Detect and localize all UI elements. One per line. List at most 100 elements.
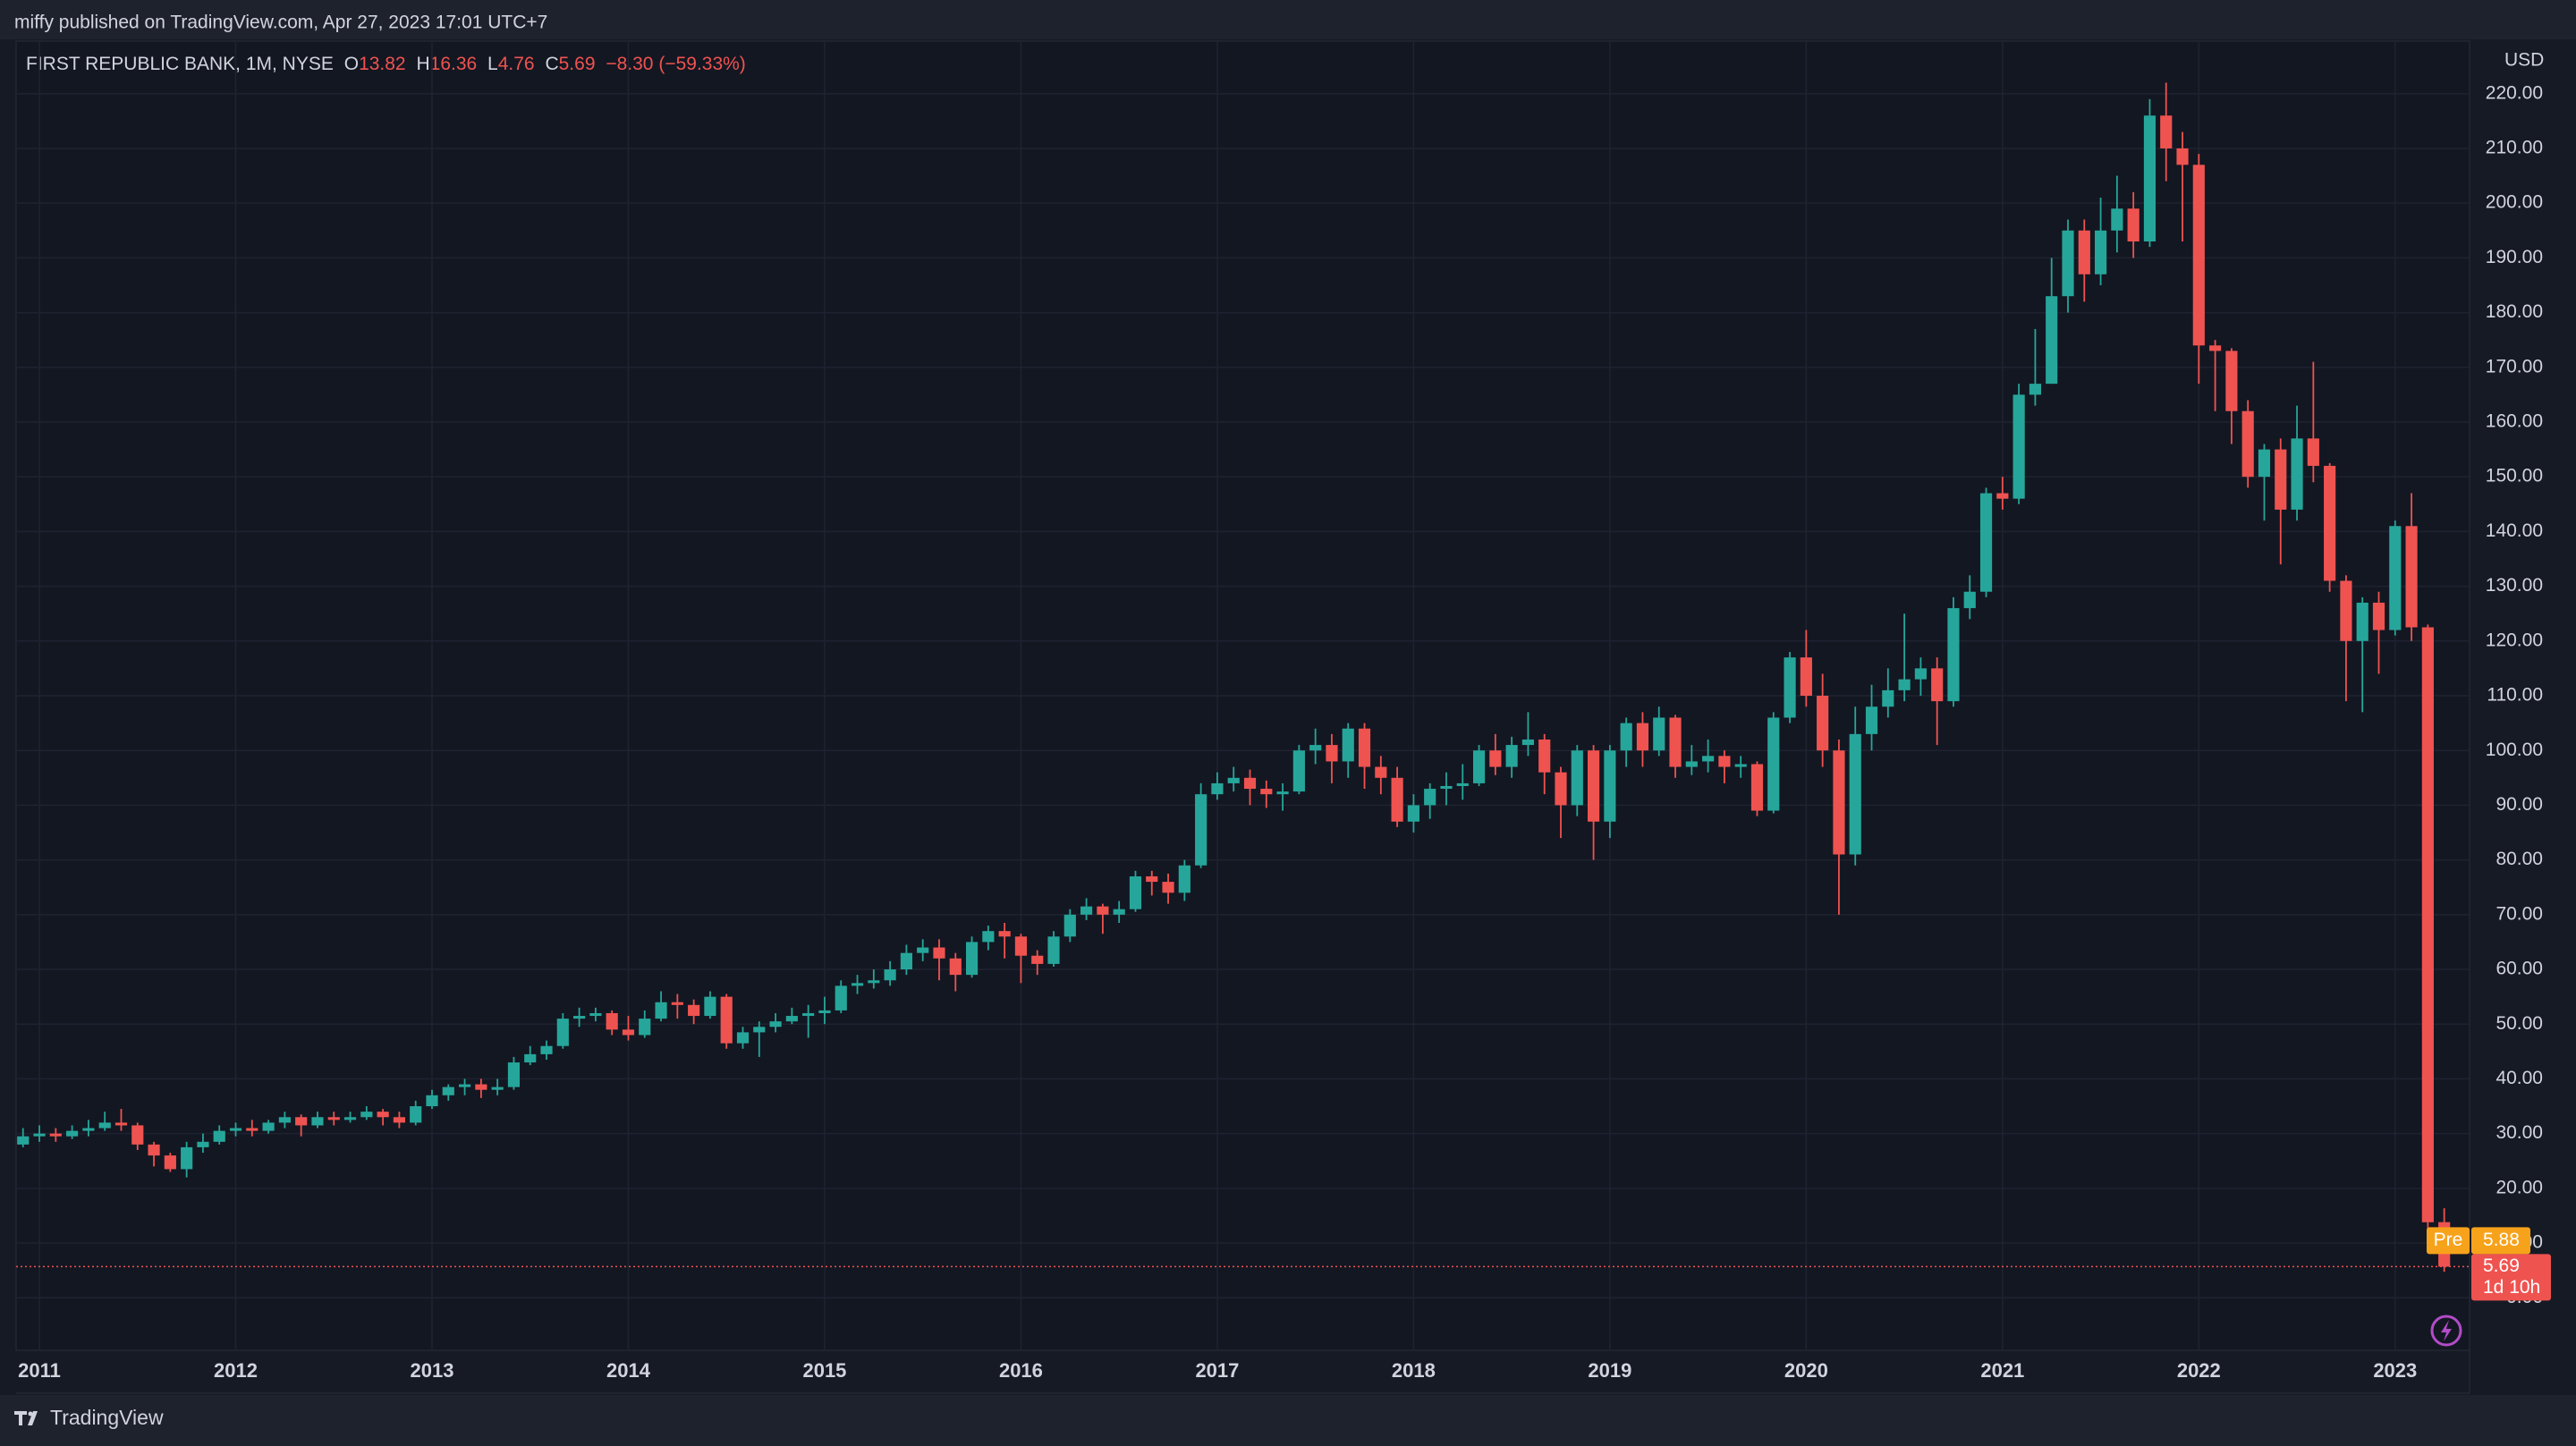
candle-body [1424,789,1436,806]
y-tick-label: 80.00 [2496,849,2543,869]
candle-body [1963,591,1976,609]
candle-body [2307,438,2319,466]
x-tick-label: 2016 [999,1359,1043,1382]
legend-label: O [344,54,359,74]
candle-body [1047,936,1060,964]
candle-body [1653,717,1665,751]
footer-bar [0,1395,2576,1446]
candle-body [622,1029,635,1036]
candle-body [148,1144,160,1156]
candle-body [2421,627,2434,1222]
candle-body [655,1002,667,1019]
candle-body [1685,761,1698,767]
candle-body [343,1117,357,1120]
candle-body [2029,384,2041,395]
candle-body [1456,782,1469,786]
y-tick-label: 210.00 [2486,138,2543,158]
candle-body [507,1062,521,1087]
candle-body [229,1128,242,1131]
pre-tag-value: 5.88 [2483,1230,2520,1250]
candle-body [639,1019,651,1036]
candles [17,82,2451,1273]
y-tick-label: 70.00 [2496,903,2543,924]
legend-change-pct: (−59.33%) [658,54,745,74]
candle-body [1505,745,1518,767]
candle-body [1996,493,2009,499]
candle-body [360,1112,373,1118]
x-tick-label: 2020 [1784,1359,1828,1382]
candle-body [1472,750,1486,783]
candle-body [1440,785,1453,790]
candle-body [2291,438,2303,510]
candle-body [1211,782,1224,795]
candle-body [1555,772,1567,806]
candle-body [1898,679,1911,690]
legend-value: 13.82 [359,54,406,74]
candle-body [1734,764,1747,767]
candle-body [1718,756,1731,767]
candle-body [589,1012,602,1017]
candle-body [164,1155,176,1170]
candle-body [458,1084,471,1087]
candle-body [1833,750,1845,855]
x-tick-label: 2015 [802,1359,846,1382]
candle-body [377,1112,389,1118]
y-tick-label: 130.00 [2486,575,2543,596]
y-tick-label: 100.00 [2486,740,2543,760]
candle-body [2225,351,2238,411]
candle-body [442,1087,454,1095]
icon-circle [2430,1315,2462,1347]
legend: FIRST REPUBLIC BANK, 1M, NYSE O13.82 H16… [26,54,746,74]
candle-body [1979,493,1993,592]
candle-body [1358,728,1371,767]
candle-body [1391,777,1403,822]
lightning-icon [2430,1315,2462,1347]
candle-body [2046,296,2058,385]
candle-body [965,942,979,976]
candle-body [1243,777,1257,790]
candle-body [2241,410,2254,478]
y-tick-label: 140.00 [2486,520,2543,541]
candle-body [2372,602,2385,630]
brand-text: TradingView [50,1406,164,1429]
candle-body [704,996,716,1017]
candle-body [556,1019,569,1046]
legend-label: L [487,54,498,74]
y-tick-label: 60.00 [2496,959,2543,979]
candle-body [720,996,733,1044]
candle-body [2405,526,2418,628]
candle-body [1276,791,1289,795]
y-tick-label: 50.00 [2496,1013,2543,1034]
x-tick-label: 2021 [1980,1359,2024,1382]
candle-body [131,1125,144,1145]
candle-body [278,1117,291,1123]
candle-body [1636,723,1649,751]
x-tick-label: 2014 [606,1359,651,1382]
x-tick-label: 2018 [1392,1359,1436,1382]
candle-body [1947,608,1960,702]
candle-body [1702,756,1715,762]
x-tick-label: 2023 [2373,1359,2417,1382]
candle-body [835,985,847,1011]
x-tick-label: 2013 [411,1359,454,1382]
candle-body [66,1130,79,1137]
candle-body [540,1045,553,1054]
candle-body [1914,668,1927,680]
candle-body [917,947,929,953]
candle-body [2127,208,2140,242]
candle-body [2389,526,2402,630]
candle-body [818,1010,831,1013]
legend-label: H [416,54,429,74]
legend-value: 5.69 [559,54,596,74]
y-tick-label: 160.00 [2486,411,2543,432]
candle-body [17,1136,30,1145]
candle-body [1604,750,1616,822]
candle-body [1800,657,1812,696]
y-tick-label: 40.00 [2496,1068,2543,1088]
header-text: miffy published on TradingView.com, Apr … [14,13,547,33]
y-axis-label: USD [2504,50,2544,71]
candle-body [1817,696,1829,751]
candle-body [1521,739,1535,746]
candle-body [2062,230,2074,297]
